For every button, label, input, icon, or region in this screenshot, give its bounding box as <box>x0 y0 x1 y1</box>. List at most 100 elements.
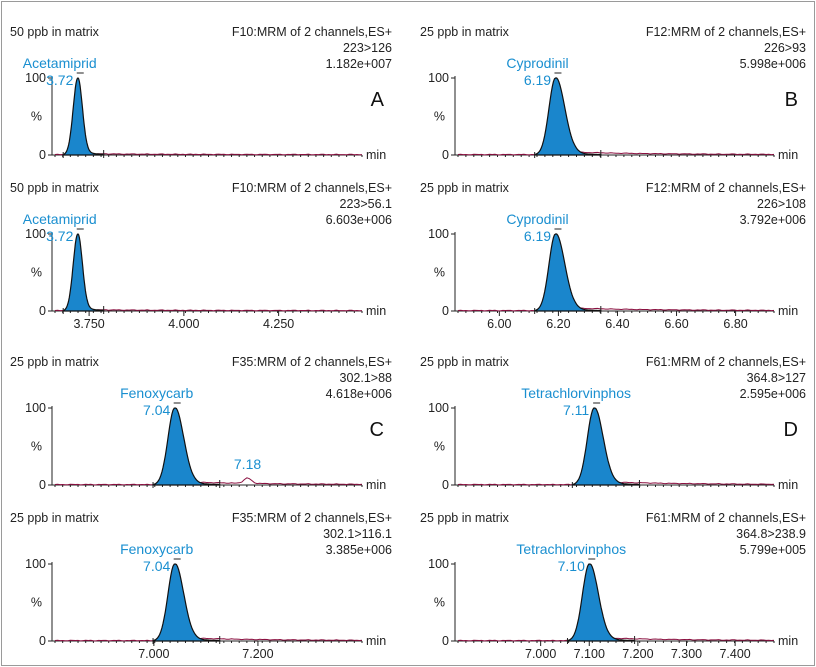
peak-area <box>534 233 602 312</box>
transition-label: 226>93 <box>764 41 806 55</box>
intensity-label: 2.595e+006 <box>740 387 806 401</box>
matrix-label: 25 ppb in matrix <box>420 181 510 195</box>
baseline-trace <box>457 307 775 312</box>
x-tick-label: 7.200 <box>242 647 273 661</box>
y-label-percent: % <box>31 266 42 280</box>
matrix-label: 25 ppb in matrix <box>420 25 510 39</box>
x-tick-label: 7.200 <box>622 647 653 661</box>
y-label-percent: % <box>434 596 445 610</box>
transition-label: 223>126 <box>343 41 392 55</box>
matrix-label: 25 ppb in matrix <box>420 355 510 369</box>
y-label-0: 0 <box>39 304 46 318</box>
y-label-0: 0 <box>442 478 449 492</box>
y-label-0: 0 <box>442 634 449 648</box>
channel-label: F12:MRM of 2 channels,ES+ <box>646 181 806 195</box>
chromatogram-panel-a-top: 50 ppb in matrix F10:MRM of 2 channels,ES… <box>10 25 392 162</box>
chromatogram-panel-a-bottom: 50 ppb in matrix F10:MRM of 2 channels,ES… <box>10 181 392 331</box>
baseline-trace <box>54 152 363 156</box>
channel-label: F35:MRM of 2 channels,ES+ <box>232 511 392 525</box>
panel-letter: B <box>785 89 798 111</box>
peak-area <box>566 563 636 642</box>
transition-label: 226>108 <box>757 197 806 211</box>
transition-label: 302.1>116.1 <box>323 527 392 541</box>
y-label-percent: % <box>434 110 445 124</box>
compound-label: Tetrachlorvinphos <box>516 541 626 557</box>
y-label-percent: % <box>434 440 445 454</box>
panel-letter: C <box>370 419 384 441</box>
y-label-100: 100 <box>25 401 46 415</box>
panel-letter: A <box>371 89 385 111</box>
retention-time-label: 3.72 <box>46 228 73 244</box>
x-unit-label: min <box>778 478 798 492</box>
chromatogram-panel-c-top: 25 ppb in matrix F35:MRM of 2 channels,ES… <box>10 355 392 492</box>
y-label-0: 0 <box>39 148 46 162</box>
x-tick-label: 6.00 <box>487 317 511 331</box>
x-tick-label: 6.60 <box>664 317 688 331</box>
compound-label: Acetamiprid <box>23 55 97 71</box>
x-unit-label: min <box>366 304 386 318</box>
y-label-100: 100 <box>428 557 449 571</box>
compound-label: Cyprodinil <box>506 55 568 71</box>
intensity-label: 3.385e+006 <box>326 543 392 557</box>
baseline-trace <box>457 151 775 156</box>
y-label-100: 100 <box>25 557 46 571</box>
x-unit-label: min <box>366 148 386 162</box>
compound-label: Fenoxycarb <box>120 541 193 557</box>
transition-label: 364.8>238.9 <box>736 527 806 541</box>
transition-label: 302.1>88 <box>340 371 393 385</box>
y-label-percent: % <box>31 596 42 610</box>
peak-area <box>62 233 105 312</box>
compound-label: Fenoxycarb <box>120 385 193 401</box>
retention-time-label: 7.10 <box>558 558 585 574</box>
channel-label: F10:MRM of 2 channels,ES+ <box>232 181 392 195</box>
baseline-trace <box>54 308 363 312</box>
y-label-100: 100 <box>428 71 449 85</box>
x-tick-label: 4.250 <box>263 317 294 331</box>
x-tick-label: 6.40 <box>605 317 629 331</box>
channel-label: F61:MRM of 2 channels,ES+ <box>646 511 806 525</box>
retention-time-label: 6.19 <box>524 228 551 244</box>
x-tick-label: 3.750 <box>73 317 104 331</box>
y-label-0: 0 <box>39 634 46 648</box>
peak-area <box>571 407 641 486</box>
y-label-100: 100 <box>25 71 46 85</box>
x-tick-label: 7.000 <box>138 647 169 661</box>
x-tick-label: 7.400 <box>719 647 750 661</box>
chromatogram-panel-b-top: 25 ppb in matrix F12:MRM of 2 channels,ES… <box>420 25 806 162</box>
baseline-trace <box>54 477 363 486</box>
channel-label: F10:MRM of 2 channels,ES+ <box>232 25 392 39</box>
y-label-percent: % <box>434 266 445 280</box>
matrix-label: 25 ppb in matrix <box>420 511 510 525</box>
y-label-100: 100 <box>25 227 46 241</box>
chromatogram-panel-c-bottom: 25 ppb in matrix F35:MRM of 2 channels,ES… <box>10 511 392 661</box>
matrix-label: 50 ppb in matrix <box>10 181 100 195</box>
intensity-label: 3.792e+006 <box>740 213 806 227</box>
y-label-0: 0 <box>442 304 449 318</box>
compound-label: Tetrachlorvinphos <box>521 385 631 401</box>
minor-peak-label: 7.18 <box>234 456 261 472</box>
x-tick-label: 7.100 <box>574 647 605 661</box>
retention-time-label: 7.11 <box>563 402 589 418</box>
x-unit-label: min <box>778 304 798 318</box>
retention-time-label: 6.19 <box>524 72 551 88</box>
channel-label: F12:MRM of 2 channels,ES+ <box>646 25 806 39</box>
matrix-label: 25 ppb in matrix <box>10 511 100 525</box>
chromatogram-panel-d-bottom: 25 ppb in matrix F61:MRM of 2 channels,ES… <box>420 511 806 661</box>
y-label-100: 100 <box>428 227 449 241</box>
x-unit-label: min <box>366 634 386 648</box>
x-tick-label: 7.300 <box>671 647 702 661</box>
peak-area <box>534 77 602 156</box>
matrix-label: 50 ppb in matrix <box>10 25 100 39</box>
y-label-100: 100 <box>428 401 449 415</box>
x-unit-label: min <box>366 478 386 492</box>
y-label-percent: % <box>31 440 42 454</box>
peak-area <box>62 77 105 156</box>
transition-label: 223>56.1 <box>340 197 393 211</box>
transition-label: 364.8>127 <box>747 371 806 385</box>
x-tick-label: 6.80 <box>723 317 747 331</box>
retention-time-label: 7.04 <box>143 402 170 418</box>
peak-area <box>152 407 221 486</box>
intensity-label: 6.603e+006 <box>326 213 392 227</box>
